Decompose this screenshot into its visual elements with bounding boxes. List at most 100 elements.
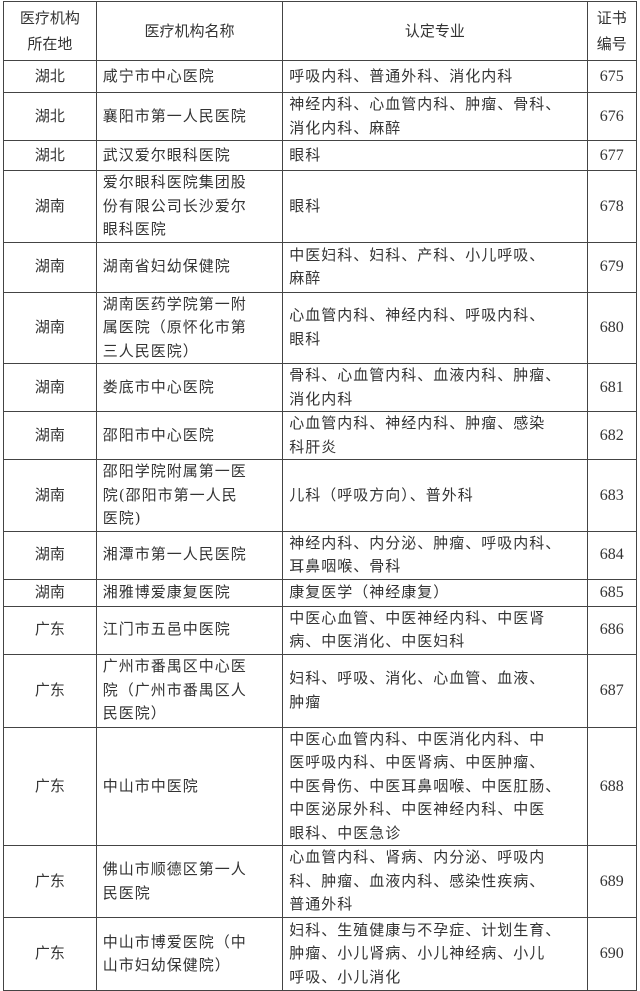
- name-line: 娄底市中心医院: [102, 377, 215, 396]
- table-row: 湖北 襄阳市第一人民医院 神经内科、心血管内科、肿瘤、骨科、 消化内科、麻醉 676: [3, 92, 638, 141]
- specialty-line: 眼科: [289, 196, 322, 215]
- specialty-line: 病、中医消化、中医妇科: [289, 632, 466, 650]
- specialty-line: 中医妇科、妇科、产科、小儿呼吸、: [289, 245, 546, 264]
- cert-number-cell: 689: [586, 845, 638, 918]
- location-cell: 湖南: [3, 363, 97, 412]
- cert-number-cell: 680: [586, 291, 638, 364]
- institution-name-cell: 中山市中医院: [95, 726, 284, 846]
- name-line: 山市妇幼保健院）: [102, 956, 231, 974]
- specialty-line: 康复医学（神经康复）: [289, 582, 450, 601]
- cert-number-cell: 679: [586, 241, 638, 293]
- name-line: 医院): [102, 509, 142, 527]
- institution-name-cell: 佛山市顺德区第一人 民医院: [95, 845, 284, 918]
- cert-number-cell: 686: [586, 605, 638, 655]
- name-line: 院（广州市番禺区人: [102, 680, 247, 699]
- institution-name-cell: 湖南省妇幼保健院: [95, 241, 284, 293]
- table-row: 湖南 爱尔眼科医院集团股 份有限公司长沙爱尔 眼科医院 眼科 678: [3, 170, 638, 243]
- header-cert: 证书 编号: [586, 1, 638, 61]
- table-row: 广东 中山市中医院 中医心血管内科、中医消化内科、中 医呼吸内科、中医肾病、中医肿瘤、…: [3, 726, 638, 846]
- specialty-line: 麻醉: [289, 269, 322, 287]
- specialty-cell: 妇科、呼吸、消化、心血管、血液、 肿瘤: [282, 653, 588, 728]
- name-line: 湘雅博爱康复医院: [102, 582, 231, 601]
- location-cell: 广东: [3, 726, 97, 846]
- location-cell: 广东: [3, 917, 97, 991]
- cert-number-cell: 682: [586, 411, 638, 460]
- specialty-cell: 呼吸内科、普通外科、消化内科: [282, 60, 588, 93]
- institution-name-cell: 襄阳市第一人民医院: [95, 92, 284, 141]
- header-cert-line: 编号: [596, 35, 627, 53]
- specialty-cell: 儿科（呼吸方向）、普外科: [282, 459, 588, 532]
- cert-number-cell: 690: [586, 917, 638, 991]
- table-row: 湖北 咸宁市中心医院 呼吸内科、普通外科、消化内科 675: [3, 60, 638, 93]
- institution-name-cell: 娄底市中心医院: [95, 363, 284, 412]
- table-row: 湖南 娄底市中心医院 骨科、心血管内科、血液内科、肿瘤、 消化内科 681: [3, 363, 638, 412]
- specialty-cell: 眼科: [282, 170, 588, 243]
- table-row: 湖南 湘雅博爱康复医院 康复医学（神经康复） 685: [3, 578, 638, 607]
- specialty-line: 中医骨伤、中医耳鼻咽喉、中医肛肠、: [289, 776, 562, 795]
- specialty-line: 妇科、生殖健康与不孕症、计划生育、: [289, 920, 562, 939]
- specialty-line: 心血管内科、神经内科、呼吸内科、: [289, 306, 546, 325]
- specialty-line: 眼科、中医急诊: [289, 823, 402, 842]
- specialty-cell: 神经内科、心血管内科、肿瘤、骨科、 消化内科、麻醉: [282, 92, 588, 141]
- specialty-line: 中医泌尿外科、中医神经内科、中医: [289, 800, 546, 818]
- specialty-line: 骨科、心血管内科、血液内科、肿瘤、: [289, 366, 562, 384]
- institution-name-cell: 中山市博爱医院（中 山市妇幼保健院）: [95, 917, 284, 991]
- location-cell: 湖南: [3, 411, 97, 460]
- table-row: 广东 广州市番禺区中心医 院（广州市番禺区人 民医院） 妇科、呼吸、消化、心血管、血液、…: [3, 653, 638, 728]
- specialty-cell: 心血管内科、神经内科、呼吸内科、 眼科: [282, 291, 588, 364]
- specialty-line: 呼吸、小儿消化: [289, 967, 402, 986]
- cert-number-cell: 685: [586, 578, 638, 607]
- location-cell: 湖南: [3, 291, 97, 364]
- location-cell: 湖北: [3, 60, 97, 93]
- header-cert-line: 证书: [596, 9, 627, 27]
- specialty-line: 消化内科: [289, 389, 354, 408]
- header-location-line: 所在地: [27, 35, 73, 53]
- location-cell: 广东: [3, 653, 97, 728]
- location-cell: 湖南: [3, 459, 97, 532]
- name-line: 中山市中医院: [102, 776, 199, 795]
- specialty-line: 儿科（呼吸方向）、普外科: [289, 485, 474, 504]
- specialty-line: 眼科: [289, 329, 322, 348]
- location-cell: 湖北: [3, 140, 97, 171]
- specialty-line: 消化内科、麻醉: [289, 118, 402, 137]
- table-row: 湖北 武汉爱尔眼科医院 眼科 677: [3, 140, 638, 171]
- location-cell: 湖南: [3, 170, 97, 243]
- name-line: 属医院（原怀化市第: [102, 318, 247, 336]
- specialty-cell: 神经内科、内分泌、肿瘤、呼吸内科、 耳鼻咽喉、骨科: [282, 530, 588, 580]
- institution-name-cell: 湘雅博爱康复医院: [95, 578, 284, 607]
- table-row: 广东 江门市五邑中医院 中医心血管、中医神经内科、中医肾 病、中医消化、中医妇科 686: [3, 605, 638, 655]
- name-line: 广州市番禺区中心医: [102, 657, 247, 676]
- name-line: 武汉爱尔眼科医院: [102, 145, 231, 164]
- name-line: 佛山市顺德区第一人: [102, 860, 247, 878]
- location-cell: 湖南: [3, 530, 97, 580]
- specialty-line: 普通外科: [289, 895, 354, 914]
- specialty-line: 眼科: [289, 145, 322, 164]
- specialty-line: 神经内科、内分泌、肿瘤、呼吸内科、: [289, 533, 562, 552]
- institution-name-cell: 咸宁市中心医院: [95, 60, 284, 93]
- specialty-cell: 心血管内科、神经内科、肿瘤、感染 科肝炎: [282, 411, 588, 460]
- header-specialty: 认定专业: [282, 1, 588, 61]
- name-line: 邵阳学院附属第一医: [102, 462, 247, 480]
- specialty-line: 神经内科、心血管内科、肿瘤、骨科、: [289, 95, 562, 113]
- specialty-line: 肿瘤、小儿肾病、小儿神经病、小儿: [289, 944, 546, 963]
- specialty-cell: 骨科、心血管内科、血液内科、肿瘤、 消化内科: [282, 363, 588, 412]
- table-row: 湖南 邵阳学院附属第一医 院(邵阳市第一人民 医院) 儿科（呼吸方向）、普外科 683: [3, 459, 638, 532]
- specialty-line: 肿瘤: [289, 692, 322, 711]
- name-line: 湖南医药学院第一附: [102, 294, 247, 313]
- cert-number-cell: 683: [586, 459, 638, 532]
- location-cell: 湖南: [3, 241, 97, 293]
- name-line: 襄阳市第一人民医院: [102, 106, 247, 125]
- specialty-cell: 中医妇科、妇科、产科、小儿呼吸、 麻醉: [282, 241, 588, 293]
- institution-name-cell: 武汉爱尔眼科医院: [95, 140, 284, 171]
- specialty-cell: 中医心血管、中医神经内科、中医肾 病、中医消化、中医妇科: [282, 605, 588, 655]
- table-header-row: 医疗机构 所在地 医疗机构名称 认定专业 证书 编号: [3, 1, 638, 61]
- location-cell: 湖北: [3, 92, 97, 141]
- institution-name-cell: 湘潭市第一人民医院: [95, 530, 284, 580]
- table-row: 湖南 湘潭市第一人民医院 神经内科、内分泌、肿瘤、呼吸内科、 耳鼻咽喉、骨科 684: [3, 530, 638, 580]
- cert-number-cell: 687: [586, 653, 638, 728]
- certification-table: 医疗机构 所在地 医疗机构名称 认定专业 证书 编号 湖北 咸宁市中心医院 呼吸内科、普…: [3, 1, 638, 991]
- header-name: 医疗机构名称: [95, 1, 284, 61]
- specialty-line: 妇科、呼吸、消化、心血管、血液、: [289, 669, 546, 687]
- cert-number-cell: 681: [586, 363, 638, 412]
- location-cell: 湖南: [3, 578, 97, 607]
